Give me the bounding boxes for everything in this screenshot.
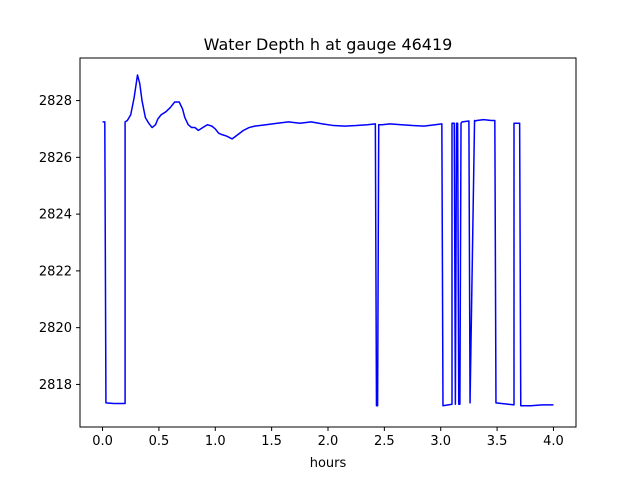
y-tick-label: 2826 bbox=[39, 151, 72, 166]
x-tick-label: 3.0 bbox=[430, 434, 451, 449]
x-tick-label: 1.5 bbox=[261, 434, 282, 449]
plot-frame bbox=[79, 57, 577, 428]
y-tick-label: 2824 bbox=[39, 208, 72, 223]
y-tick-label: 2822 bbox=[39, 264, 72, 279]
x-tick-label: 3.5 bbox=[487, 434, 508, 449]
x-tick-label: 0.0 bbox=[92, 434, 113, 449]
x-axis-label: hours bbox=[310, 456, 347, 471]
chart-title: Water Depth h at gauge 46419 bbox=[204, 35, 453, 54]
x-tick-label: 2.0 bbox=[318, 434, 339, 449]
series-line bbox=[102, 74, 554, 407]
x-axis: 0.0 0.5 1.0 1.5 2.0 2.5 3.0 3.5 4.0 bbox=[92, 427, 564, 449]
plot-area bbox=[102, 74, 554, 407]
y-tick-label: 2820 bbox=[39, 321, 72, 336]
y-tick-label: 2828 bbox=[39, 94, 72, 109]
x-tick-label: 1.0 bbox=[205, 434, 226, 449]
y-axis: 2818 2820 2822 2824 2826 2828 bbox=[39, 94, 80, 393]
x-tick-label: 0.5 bbox=[149, 434, 170, 449]
y-tick-label: 2818 bbox=[39, 378, 72, 393]
x-tick-label: 4.0 bbox=[543, 434, 564, 449]
x-tick-label: 2.5 bbox=[374, 434, 395, 449]
